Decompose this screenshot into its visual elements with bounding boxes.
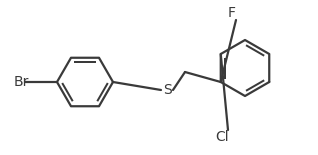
Text: Cl: Cl [215, 130, 229, 144]
Text: F: F [228, 6, 236, 20]
Text: Br: Br [14, 75, 29, 89]
Text: S: S [162, 83, 171, 97]
